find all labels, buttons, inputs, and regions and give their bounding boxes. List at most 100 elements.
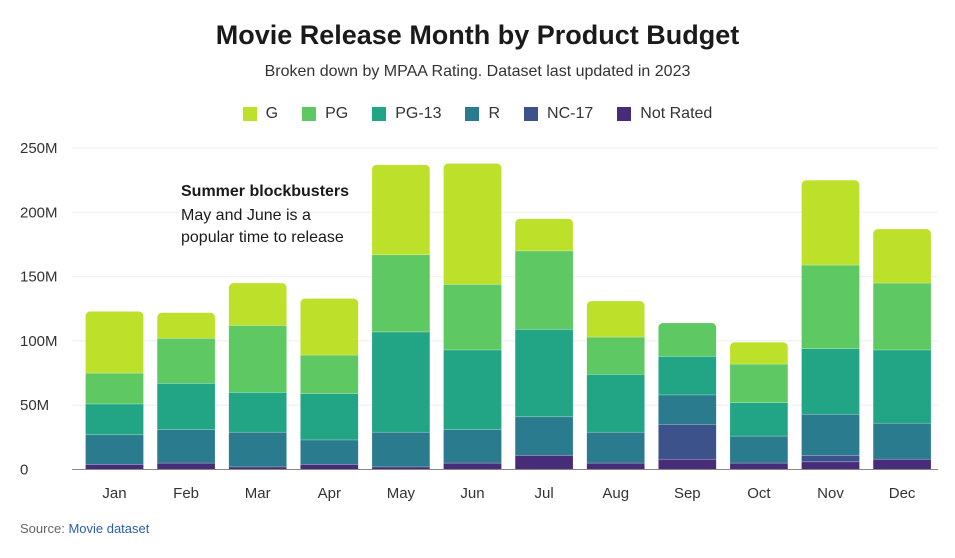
- annotation-text: popular time to release: [181, 229, 344, 246]
- source-link[interactable]: Movie dataset: [68, 521, 150, 536]
- legend-label: G: [265, 105, 279, 122]
- legend-item[interactable]: Not Rated: [617, 105, 712, 123]
- bar-segment: [371, 431, 430, 468]
- bar-segment: [801, 180, 860, 266]
- legend-label: PG: [325, 105, 349, 122]
- legend-swatch: [617, 107, 632, 121]
- bar-segment: [228, 392, 287, 433]
- bar-segment: [729, 462, 788, 470]
- bar-segment: [658, 424, 717, 460]
- annotation-text: May and June is a: [181, 207, 311, 224]
- bar-segment: [228, 431, 287, 468]
- bar-segment: [873, 229, 932, 284]
- bar-segment: [873, 282, 932, 351]
- x-tick-label: Jul: [535, 485, 554, 502]
- bar-segment: [371, 254, 430, 333]
- legend-label: Not Rated: [640, 105, 713, 122]
- source-label: Source:: [20, 521, 65, 536]
- bar-segment: [515, 218, 574, 252]
- bar-segment: [515, 416, 574, 456]
- bar-segment: [658, 394, 717, 425]
- bar-segment: [300, 393, 359, 441]
- bar-segment: [85, 434, 144, 465]
- chart-title: Movie Release Month by Product Budget: [215, 20, 740, 50]
- bar-segment: [873, 422, 932, 460]
- bar-segment: [443, 284, 502, 351]
- bar-segment: [586, 301, 645, 338]
- bar-segment: [443, 349, 502, 430]
- legend-item[interactable]: G: [242, 105, 279, 123]
- bar-segment: [801, 264, 860, 349]
- bar-segment: [371, 164, 430, 256]
- x-tick-label: Feb: [173, 485, 199, 502]
- legend-swatch: [465, 107, 480, 121]
- bar-segment: [371, 331, 430, 433]
- bar-segment: [801, 461, 860, 470]
- source-note: Source: Movie dataset: [20, 521, 149, 536]
- y-tick-label: 0: [20, 462, 28, 479]
- bar-segment: [443, 429, 502, 464]
- legend-swatch: [242, 107, 257, 121]
- bar-segment: [586, 431, 645, 464]
- chart-subtitle: Broken down by MPAA Rating. Dataset last…: [264, 63, 691, 80]
- bar-segment: [873, 458, 932, 470]
- x-tick-label: Jan: [102, 485, 126, 502]
- legend-label: R: [488, 105, 501, 122]
- bar-segment: [515, 329, 574, 418]
- bar-segment: [228, 325, 287, 393]
- x-tick-label: Sep: [674, 485, 701, 502]
- bar-segment: [157, 338, 216, 384]
- bar-segment: [157, 383, 216, 430]
- bar-segment: [443, 163, 502, 285]
- legend-label: PG-13: [395, 105, 442, 122]
- x-tick-label: Aug: [602, 485, 629, 502]
- bar-segment: [300, 439, 359, 465]
- bar-segment: [300, 298, 359, 356]
- bar-segment: [85, 464, 144, 470]
- legend-item[interactable]: PG: [302, 105, 348, 123]
- y-tick-label: 50M: [20, 397, 49, 414]
- bar-segment: [228, 283, 287, 326]
- legend-swatch: [302, 107, 317, 121]
- legend-item[interactable]: NC-17: [524, 105, 593, 123]
- x-tick-label: Apr: [318, 485, 341, 502]
- bar-segment: [658, 356, 717, 396]
- bar-segment: [515, 455, 574, 470]
- x-tick-label: May: [387, 485, 416, 502]
- legend-label: NC-17: [547, 105, 594, 122]
- bar-segment: [300, 464, 359, 470]
- bar-segment: [85, 372, 144, 405]
- bar-segment: [443, 462, 502, 470]
- bar-segment: [658, 322, 717, 357]
- y-tick-label: 200M: [20, 204, 58, 221]
- x-tick-label: Oct: [747, 485, 771, 502]
- legend-item[interactable]: PG-13: [372, 105, 441, 123]
- annotation-title: Summer blockbusters: [181, 183, 349, 200]
- bar-segment: [586, 462, 645, 470]
- bar-segment: [729, 363, 788, 403]
- legend: G PG PG-13 R NC-17 Not Rated: [0, 105, 955, 123]
- bar-segment: [729, 342, 788, 365]
- legend-item[interactable]: R: [465, 105, 500, 123]
- y-tick-label: 250M: [20, 140, 58, 157]
- bar-segment: [300, 354, 359, 394]
- bar-segment: [729, 402, 788, 437]
- y-tick-label: 100M: [20, 333, 58, 350]
- bar-segment: [658, 458, 717, 470]
- bar-segment: [157, 462, 216, 470]
- bar-segment: [157, 429, 216, 464]
- bar-segment: [586, 374, 645, 433]
- legend-swatch: [372, 107, 387, 121]
- bar-segment: [873, 349, 932, 424]
- bar-segment: [801, 413, 860, 456]
- bar-segment: [515, 250, 574, 330]
- x-tick-label: Jun: [460, 485, 484, 502]
- bar-segment: [729, 435, 788, 464]
- bar-segment: [586, 336, 645, 375]
- bar-segment: [157, 312, 216, 339]
- legend-swatch: [524, 107, 539, 121]
- bar-segment: [85, 311, 144, 374]
- x-tick-label: Mar: [245, 485, 271, 502]
